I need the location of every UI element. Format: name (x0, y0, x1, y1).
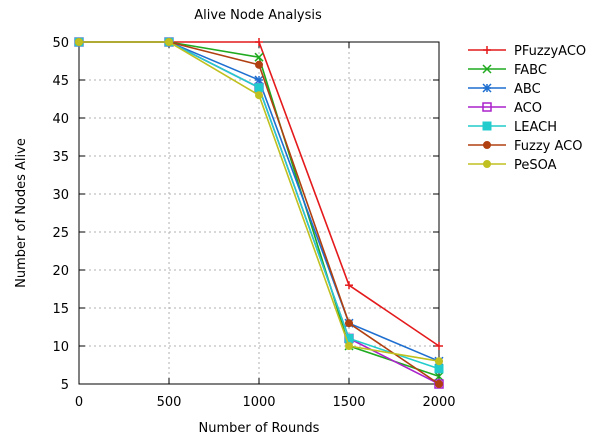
chart-title: Alive Node Analysis (194, 8, 322, 23)
legend-label: Fuzzy ACO (514, 139, 582, 154)
data-point (255, 60, 263, 69)
y-axis-title: Number of Nodes Alive (14, 138, 29, 288)
data-point (434, 371, 444, 381)
data-point (255, 38, 263, 46)
x-tick-label: 1000 (242, 395, 275, 410)
legend-entry: PFuzzyACO (468, 44, 586, 59)
data-point (255, 91, 263, 100)
data-point (345, 319, 353, 328)
data-point (75, 38, 83, 46)
data-point (435, 357, 443, 366)
legend-label: ABC (514, 82, 541, 97)
series-6 (75, 38, 443, 366)
x-tick-label: 2000 (422, 395, 455, 410)
legend-entry: FABC (468, 63, 547, 78)
data-point (254, 52, 264, 62)
legend: PFuzzyACO FABC ABC ACO LEACH Fuzzy ACO PeSOA (468, 44, 586, 173)
legend-marker (483, 141, 491, 149)
y-tick-label: 20 (52, 264, 69, 279)
y-tick-label: 10 (52, 340, 69, 355)
data-point (345, 342, 353, 350)
legend-entry: ACO (468, 101, 542, 116)
legend-marker (482, 64, 492, 74)
legend-entry: ABC (468, 82, 541, 97)
x-tick-label: 1500 (332, 395, 365, 410)
axis-ticks: 0 500 1000 1500 2000 5 10 15 20 25 30 35 40 45 50 (52, 36, 455, 410)
legend-marker (482, 83, 492, 93)
legend-label: LEACH (514, 120, 557, 135)
legend-marker (482, 121, 492, 131)
data-point (435, 342, 443, 350)
y-tick-label: 45 (52, 74, 69, 89)
data-point (435, 380, 443, 388)
legend-label: PFuzzyACO (514, 44, 586, 59)
data-point (165, 38, 173, 46)
data-point (254, 83, 264, 93)
legend-entry: Fuzzy ACO (468, 139, 582, 154)
y-tick-label: 25 (52, 226, 69, 241)
x-axis-title: Number of Rounds (199, 421, 320, 436)
x-tick-label: 0 (75, 395, 83, 410)
legend-marker (483, 160, 491, 168)
x-tick-label: 500 (157, 395, 182, 410)
legend-entry: PeSOA (468, 158, 557, 173)
legend-marker (482, 102, 492, 112)
data-point (345, 281, 353, 290)
data-point (254, 75, 264, 85)
y-tick-label: 30 (52, 188, 69, 203)
legend-label: PeSOA (514, 158, 557, 173)
data-point (434, 364, 444, 374)
series-lines (74, 37, 444, 389)
y-tick-label: 40 (52, 112, 69, 127)
y-tick-label: 50 (52, 36, 69, 51)
legend-marker (483, 46, 491, 54)
legend-label: FABC (514, 63, 547, 78)
y-tick-label: 5 (61, 378, 69, 393)
legend-label: ACO (514, 101, 542, 116)
legend-entry: LEACH (468, 120, 557, 135)
y-tick-label: 15 (52, 302, 69, 317)
y-tick-label: 35 (52, 150, 69, 165)
